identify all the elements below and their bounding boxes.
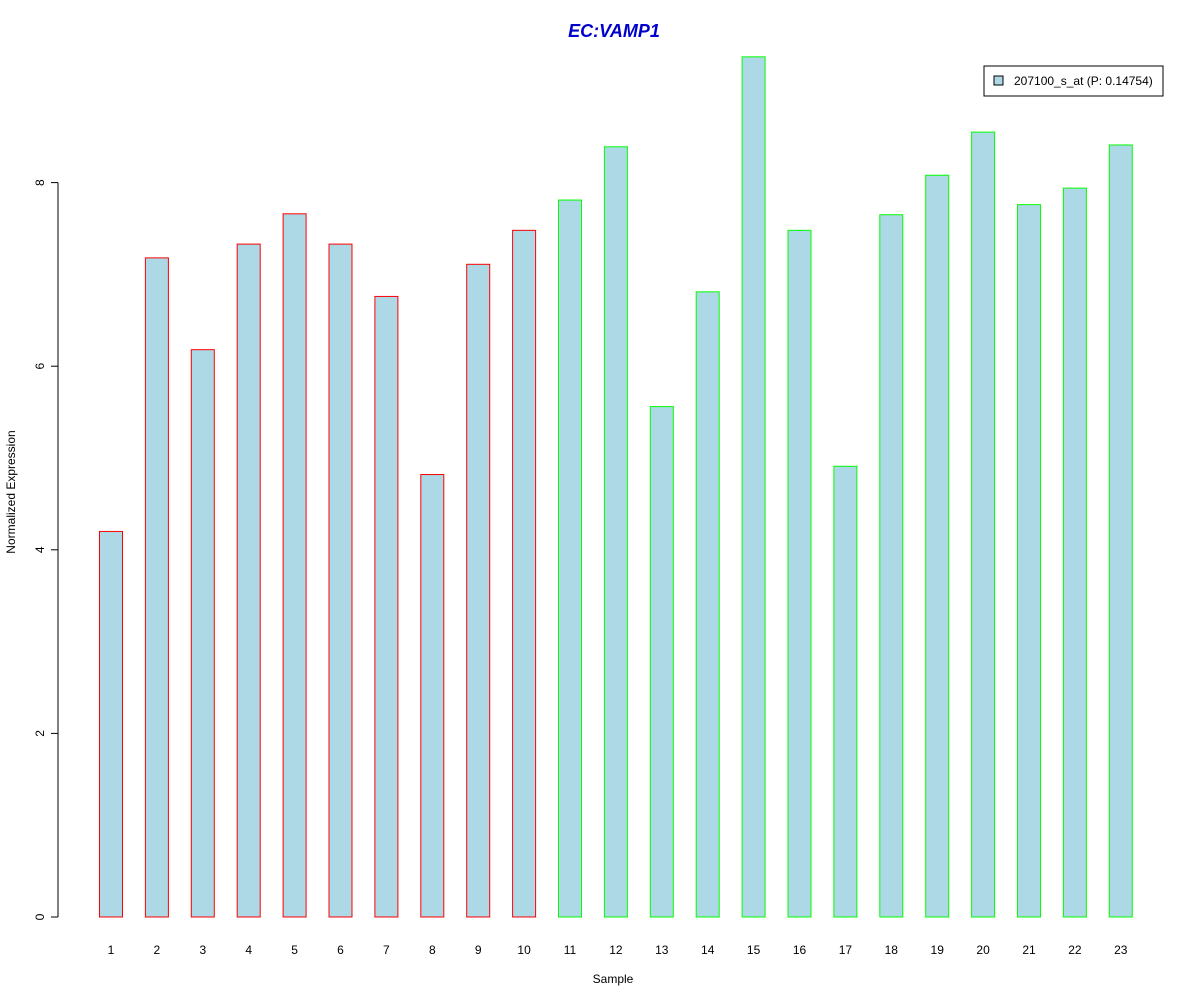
x-tick-label: 9 bbox=[475, 943, 482, 957]
bar-sample-12 bbox=[603, 146, 628, 918]
x-tick-label: 10 bbox=[517, 943, 531, 957]
legend: 207100_s_at (P: 0.14754) bbox=[983, 65, 1164, 97]
x-tick-label: 22 bbox=[1068, 943, 1082, 957]
bar-sample-18 bbox=[879, 214, 904, 918]
x-tick-label: 20 bbox=[976, 943, 990, 957]
y-axis: 0 2 4 6 8 bbox=[33, 179, 59, 920]
y-axis-label: Normalized Expression bbox=[4, 430, 18, 553]
x-tick-label: 2 bbox=[154, 943, 161, 957]
x-tick-label: 11 bbox=[564, 943, 577, 957]
legend-swatch bbox=[993, 75, 1004, 86]
x-tick-label: 15 bbox=[747, 943, 761, 957]
x-tick-label: 23 bbox=[1114, 943, 1128, 957]
x-tick-label: 3 bbox=[199, 943, 206, 957]
chart-title: EC:VAMP1 bbox=[568, 21, 660, 41]
bar-sample-23 bbox=[1108, 144, 1133, 918]
y-tick-label: 2 bbox=[33, 730, 47, 737]
bar-sample-20 bbox=[971, 131, 996, 918]
y-tick-label: 6 bbox=[33, 363, 47, 370]
bar-sample-4 bbox=[236, 243, 261, 918]
x-tick-label: 21 bbox=[1022, 943, 1036, 957]
bar-sample-17 bbox=[833, 465, 858, 918]
x-tick-label: 17 bbox=[839, 943, 853, 957]
bar-sample-21 bbox=[1017, 204, 1041, 918]
bar-sample-3 bbox=[190, 349, 215, 918]
legend-label: 207100_s_at (P: 0.14754) bbox=[1014, 74, 1153, 88]
bars bbox=[99, 56, 1133, 918]
y-tick-label: 4 bbox=[33, 546, 47, 553]
bar-sample-11 bbox=[558, 199, 582, 918]
x-tick-label: 12 bbox=[609, 943, 623, 957]
x-tick-label: 6 bbox=[337, 943, 344, 957]
x-tick-label: 5 bbox=[291, 943, 298, 957]
bar-sample-2 bbox=[144, 257, 169, 918]
x-tick-label: 4 bbox=[245, 943, 252, 957]
x-axis-tick-labels: 1 2 3 4 5 6 7 8 9 10 11 12 13 14 15 16 17 18 19 20 21 22 23 bbox=[108, 943, 1128, 957]
x-tick-label: 14 bbox=[701, 943, 715, 957]
bar-sample-7 bbox=[374, 295, 399, 918]
x-tick-label: 1 bbox=[108, 943, 115, 957]
bar-sample-1 bbox=[99, 530, 123, 918]
x-tick-label: 16 bbox=[793, 943, 807, 957]
bar-sample-8 bbox=[420, 474, 445, 918]
bar-sample-14 bbox=[695, 291, 720, 918]
x-tick-label: 8 bbox=[429, 943, 436, 957]
bar-sample-13 bbox=[649, 406, 674, 918]
x-tick-label: 18 bbox=[885, 943, 899, 957]
x-axis-label: Sample bbox=[593, 972, 634, 986]
bar-sample-22 bbox=[1062, 187, 1087, 918]
x-tick-label: 7 bbox=[383, 943, 390, 957]
x-tick-label: 13 bbox=[655, 943, 669, 957]
legend-box bbox=[983, 65, 1164, 97]
bar-sample-10 bbox=[512, 229, 537, 918]
bar-sample-6 bbox=[328, 243, 353, 918]
bar-sample-5 bbox=[282, 213, 307, 918]
bar-sample-19 bbox=[925, 174, 950, 918]
bar-sample-16 bbox=[787, 229, 812, 918]
y-tick-label: 8 bbox=[33, 179, 47, 186]
bar-sample-15 bbox=[741, 56, 766, 918]
bar-sample-9 bbox=[466, 263, 491, 918]
y-tick-label: 0 bbox=[33, 913, 47, 920]
x-tick-label: 19 bbox=[931, 943, 945, 957]
